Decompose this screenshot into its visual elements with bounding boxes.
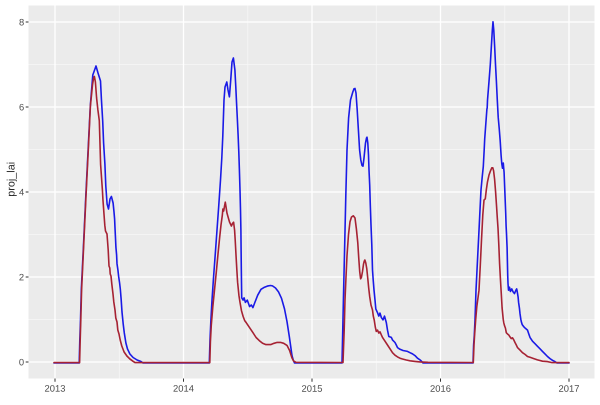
svg-text:6: 6 xyxy=(19,101,24,112)
svg-text:proj_lai: proj_lai xyxy=(5,162,17,197)
svg-text:2016: 2016 xyxy=(430,383,451,394)
svg-text:2013: 2013 xyxy=(45,383,66,394)
svg-text:2014: 2014 xyxy=(173,383,194,394)
svg-text:8: 8 xyxy=(19,16,24,27)
svg-text:4: 4 xyxy=(19,186,24,197)
svg-text:2: 2 xyxy=(19,271,24,282)
svg-text:2015: 2015 xyxy=(302,383,323,394)
svg-text:2017: 2017 xyxy=(559,383,580,394)
svg-text:0: 0 xyxy=(19,356,24,367)
